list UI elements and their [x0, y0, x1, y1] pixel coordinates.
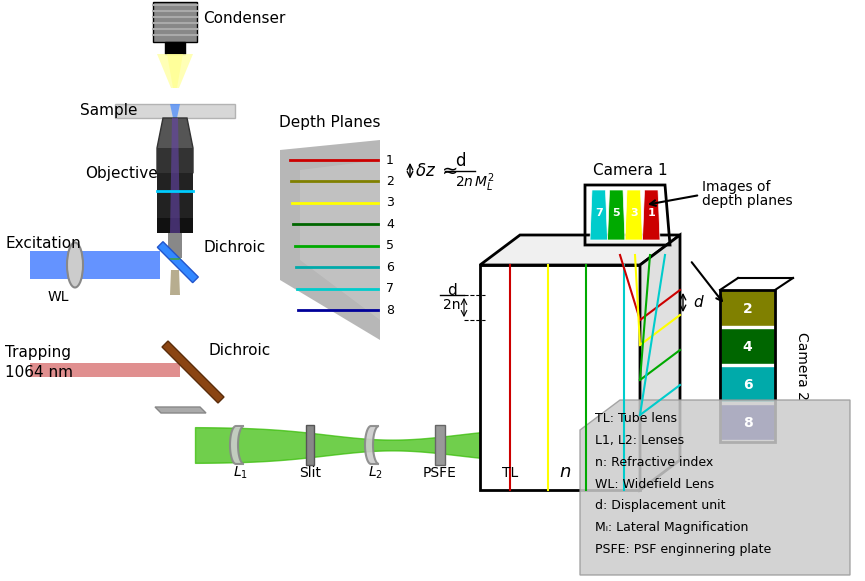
Polygon shape [162, 341, 224, 403]
Text: PSFE: PSFE [423, 466, 457, 480]
FancyBboxPatch shape [435, 425, 445, 465]
Polygon shape [580, 400, 850, 575]
Text: 6: 6 [743, 378, 753, 392]
FancyBboxPatch shape [30, 363, 180, 377]
Text: Dichroic: Dichroic [208, 343, 270, 357]
Polygon shape [157, 54, 193, 88]
Text: Camera 1: Camera 1 [593, 163, 667, 178]
Text: Camera 2: Camera 2 [795, 332, 809, 400]
Text: 7: 7 [386, 282, 394, 295]
Polygon shape [640, 235, 680, 490]
Text: depth planes: depth planes [702, 194, 792, 208]
Polygon shape [643, 190, 660, 240]
Text: $2n \, M_L^2$: $2n \, M_L^2$ [455, 171, 495, 194]
Polygon shape [480, 265, 640, 490]
Ellipse shape [67, 242, 83, 288]
Text: Objective: Objective [85, 166, 157, 181]
Text: TL: Tube lens: TL: Tube lens [595, 411, 677, 425]
Text: 5: 5 [386, 239, 394, 252]
FancyBboxPatch shape [720, 366, 775, 402]
Text: Condenser: Condenser [203, 10, 285, 26]
Text: 3: 3 [630, 207, 638, 217]
Polygon shape [170, 104, 180, 118]
Text: d: d [455, 152, 465, 170]
Text: 4: 4 [743, 340, 753, 354]
Text: Images of: Images of [702, 180, 771, 194]
Polygon shape [157, 242, 198, 283]
Text: $L_2$: $L_2$ [368, 465, 382, 481]
Text: 2n: 2n [443, 298, 461, 312]
FancyBboxPatch shape [157, 218, 193, 233]
FancyBboxPatch shape [157, 148, 193, 173]
Text: 2: 2 [386, 175, 394, 188]
FancyBboxPatch shape [168, 233, 182, 258]
FancyBboxPatch shape [165, 42, 185, 54]
Polygon shape [167, 54, 183, 88]
FancyBboxPatch shape [153, 2, 197, 42]
Text: Trapping: Trapping [5, 345, 71, 360]
Polygon shape [300, 160, 380, 320]
Polygon shape [590, 190, 607, 240]
Text: $\delta z$: $\delta z$ [415, 162, 436, 180]
Text: 2: 2 [743, 302, 753, 316]
Text: d: d [447, 282, 457, 297]
Text: WL: WL [48, 290, 68, 304]
Polygon shape [169, 258, 181, 260]
Polygon shape [170, 270, 180, 295]
Text: TL: TL [502, 466, 518, 480]
Polygon shape [500, 426, 514, 464]
Text: 1064 nm: 1064 nm [5, 364, 73, 379]
Text: d: d [693, 295, 702, 310]
Text: Mₗ: Lateral Magnification: Mₗ: Lateral Magnification [595, 522, 748, 535]
Polygon shape [625, 190, 643, 240]
Text: 8: 8 [386, 303, 394, 317]
FancyBboxPatch shape [115, 104, 235, 118]
Text: 8: 8 [743, 416, 753, 430]
Text: n: n [560, 463, 571, 481]
Text: PSFE: PSF enginnering plate: PSFE: PSF enginnering plate [595, 543, 772, 557]
Polygon shape [607, 190, 625, 240]
Text: 5: 5 [612, 207, 620, 217]
Text: 7: 7 [595, 207, 603, 217]
Polygon shape [157, 118, 193, 173]
Text: Dichroic: Dichroic [203, 239, 266, 254]
Text: Depth Planes: Depth Planes [279, 114, 381, 130]
Text: 4: 4 [386, 218, 394, 231]
Polygon shape [155, 407, 206, 413]
Text: Slit: Slit [299, 466, 321, 480]
Text: 6: 6 [386, 261, 394, 274]
FancyBboxPatch shape [720, 290, 775, 326]
Text: Sample: Sample [80, 102, 138, 117]
FancyBboxPatch shape [157, 173, 193, 218]
Text: n: Refractive index: n: Refractive index [595, 456, 714, 468]
Text: WL: Widefield Lens: WL: Widefield Lens [595, 478, 714, 490]
FancyBboxPatch shape [720, 328, 775, 364]
Polygon shape [170, 118, 180, 233]
Polygon shape [480, 235, 680, 265]
Polygon shape [280, 140, 380, 340]
Polygon shape [365, 426, 379, 464]
Text: 3: 3 [386, 196, 394, 209]
FancyBboxPatch shape [30, 251, 160, 279]
Text: 1: 1 [647, 207, 655, 217]
Text: L1, L2: Lenses: L1, L2: Lenses [595, 433, 684, 447]
Text: $\approx$: $\approx$ [438, 161, 458, 180]
FancyBboxPatch shape [306, 425, 314, 465]
Text: d: Displacement unit: d: Displacement unit [595, 500, 726, 512]
Text: $L_1$: $L_1$ [233, 465, 247, 481]
FancyBboxPatch shape [720, 404, 775, 440]
Text: 1: 1 [386, 153, 394, 167]
Polygon shape [230, 426, 244, 464]
Text: Excitation: Excitation [5, 235, 80, 250]
